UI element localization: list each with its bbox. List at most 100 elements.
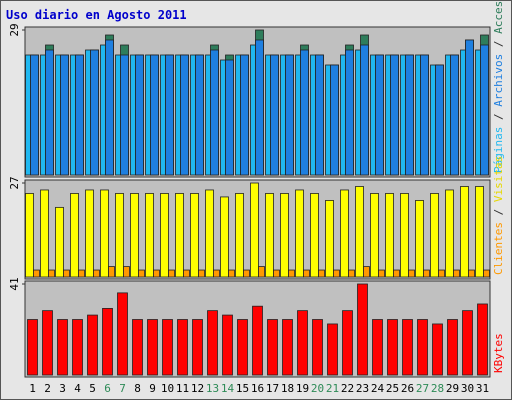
x-tick-label: 27 xyxy=(416,382,429,395)
bar xyxy=(288,269,295,278)
bar xyxy=(45,49,54,176)
x-tick-label: 8 xyxy=(134,382,141,395)
bar xyxy=(417,319,428,376)
bar xyxy=(375,54,384,176)
x-tick-label: 21 xyxy=(326,382,339,395)
legend-entry: Accesos xyxy=(492,0,505,34)
bar xyxy=(100,189,109,278)
bar xyxy=(60,54,69,176)
bar xyxy=(72,319,83,376)
bar xyxy=(405,54,414,176)
bar xyxy=(120,54,129,176)
bar xyxy=(265,193,274,278)
bar xyxy=(270,54,279,176)
bar xyxy=(252,305,263,376)
legend-entry: KBytes xyxy=(492,333,505,373)
x-tick-label: 31 xyxy=(476,382,489,395)
bar xyxy=(280,193,289,278)
bar xyxy=(393,269,400,278)
bar xyxy=(438,269,445,278)
bar xyxy=(310,193,319,278)
bar xyxy=(175,193,184,278)
bar xyxy=(318,269,325,278)
x-tick-label: 6 xyxy=(104,382,111,395)
x-tick-label: 20 xyxy=(311,382,324,395)
x-tick-label: 29 xyxy=(446,382,459,395)
bar xyxy=(345,49,354,176)
bar xyxy=(102,308,113,376)
bar xyxy=(153,269,160,278)
bar xyxy=(372,319,383,376)
bar xyxy=(150,54,159,176)
legend-separator: / xyxy=(492,202,505,222)
y-tick-label: 27 xyxy=(8,176,21,189)
bar xyxy=(297,310,308,376)
bar xyxy=(117,292,128,376)
bar xyxy=(165,54,174,176)
bar xyxy=(85,189,94,278)
bar xyxy=(483,269,490,278)
legend-entry: Visitas xyxy=(492,156,505,202)
bar xyxy=(325,200,334,278)
legend: Clientes / Visitas xyxy=(492,156,505,275)
bar xyxy=(360,44,369,176)
bar xyxy=(282,319,293,376)
bar xyxy=(195,54,204,176)
bar xyxy=(63,269,70,278)
bar xyxy=(135,54,144,176)
x-tick-label: 24 xyxy=(371,382,385,395)
bar xyxy=(177,319,188,376)
bar xyxy=(450,54,459,176)
bar xyxy=(213,269,220,278)
bar xyxy=(207,310,218,376)
bar xyxy=(87,314,98,376)
bar xyxy=(55,206,64,278)
bar xyxy=(295,189,304,278)
x-tick-label: 22 xyxy=(341,382,354,395)
bar xyxy=(27,319,38,376)
bar xyxy=(258,266,265,278)
y-tick-label: 41 xyxy=(8,277,21,290)
x-tick-label: 23 xyxy=(356,382,369,395)
bar xyxy=(78,269,85,278)
x-tick-label: 13 xyxy=(206,382,219,395)
chart-title: Uso diario en Agosto 2011 xyxy=(6,8,187,22)
x-tick-label: 14 xyxy=(221,382,235,395)
bar xyxy=(408,269,415,278)
bar xyxy=(348,269,355,278)
bar xyxy=(477,303,488,376)
bar xyxy=(370,193,379,278)
bar xyxy=(183,269,190,278)
bar xyxy=(480,44,489,176)
bar xyxy=(90,49,99,176)
bar xyxy=(327,323,338,376)
bar xyxy=(25,193,34,278)
bar xyxy=(402,319,413,376)
bar xyxy=(198,269,205,278)
bar xyxy=(400,193,409,278)
bar xyxy=(255,39,264,176)
x-tick-label: 12 xyxy=(191,382,204,395)
x-tick-label: 17 xyxy=(266,382,279,395)
bar xyxy=(315,54,324,176)
bar xyxy=(423,269,430,278)
bar xyxy=(475,186,484,278)
x-tick-label: 9 xyxy=(149,382,156,395)
bar xyxy=(190,193,199,278)
bar xyxy=(33,269,40,278)
bar xyxy=(462,310,473,376)
bar xyxy=(333,269,340,278)
bar xyxy=(355,186,364,278)
bar xyxy=(57,319,68,376)
bar xyxy=(160,193,169,278)
bar xyxy=(115,193,124,278)
bar xyxy=(108,266,115,278)
bar xyxy=(75,54,84,176)
x-tick-label: 3 xyxy=(59,382,66,395)
legend: Páginas / Archivos / Accesos xyxy=(492,0,505,173)
bar xyxy=(240,54,249,176)
bar xyxy=(105,39,114,176)
x-tick-label: 26 xyxy=(401,382,414,395)
bar xyxy=(447,319,458,376)
